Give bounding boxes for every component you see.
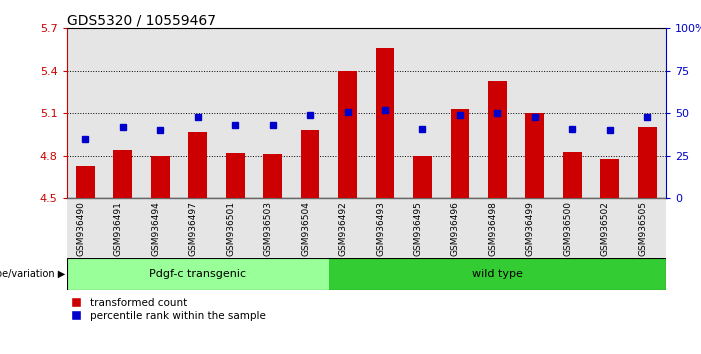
Bar — [179, 28, 217, 198]
Bar — [554, 28, 591, 198]
Text: GSM936494: GSM936494 — [151, 201, 161, 256]
Bar — [366, 28, 404, 198]
Bar — [526, 113, 544, 198]
Text: GSM936505: GSM936505 — [638, 201, 647, 256]
Bar — [301, 130, 320, 198]
Bar — [488, 81, 507, 198]
Text: GSM936499: GSM936499 — [526, 201, 535, 256]
Bar — [451, 109, 469, 198]
Bar — [516, 198, 554, 258]
Bar — [292, 198, 329, 258]
Bar — [76, 166, 95, 198]
Bar — [217, 28, 254, 198]
Text: GSM936498: GSM936498 — [489, 201, 498, 256]
Bar — [67, 258, 329, 290]
Bar — [629, 198, 666, 258]
Bar — [441, 198, 479, 258]
Bar — [189, 132, 207, 198]
Legend: transformed count, percentile rank within the sample: transformed count, percentile rank withi… — [67, 294, 270, 325]
Bar — [563, 152, 582, 198]
Bar — [600, 159, 619, 198]
Bar — [376, 48, 395, 198]
Bar — [67, 28, 104, 198]
Bar — [479, 198, 516, 258]
Bar — [591, 28, 629, 198]
Text: GSM936504: GSM936504 — [301, 201, 310, 256]
Text: GSM936492: GSM936492 — [339, 201, 348, 256]
Text: GSM936501: GSM936501 — [226, 201, 235, 256]
Bar — [67, 198, 104, 258]
Bar — [264, 154, 282, 198]
Bar — [226, 153, 245, 198]
Text: GSM936490: GSM936490 — [76, 201, 86, 256]
Bar — [254, 28, 292, 198]
Bar — [114, 150, 132, 198]
Bar — [179, 198, 217, 258]
Bar — [292, 28, 329, 198]
Text: GSM936502: GSM936502 — [601, 201, 610, 256]
Bar — [329, 28, 366, 198]
Bar — [329, 198, 366, 258]
Text: GSM936491: GSM936491 — [114, 201, 123, 256]
Text: GSM936503: GSM936503 — [264, 201, 273, 256]
Text: genotype/variation ▶: genotype/variation ▶ — [0, 269, 65, 279]
Text: GDS5320 / 10559467: GDS5320 / 10559467 — [67, 13, 216, 27]
Bar — [217, 198, 254, 258]
Bar — [404, 198, 441, 258]
Bar — [329, 258, 666, 290]
Bar — [516, 28, 554, 198]
Text: GSM936496: GSM936496 — [451, 201, 460, 256]
Bar — [254, 198, 292, 258]
Bar — [629, 28, 666, 198]
Bar — [554, 198, 591, 258]
Text: GSM936497: GSM936497 — [189, 201, 198, 256]
Bar — [142, 198, 179, 258]
Bar — [479, 28, 516, 198]
Bar — [104, 28, 142, 198]
Text: Pdgf-c transgenic: Pdgf-c transgenic — [149, 269, 246, 279]
Bar — [366, 198, 404, 258]
Bar — [441, 28, 479, 198]
Text: wild type: wild type — [472, 269, 523, 279]
Bar — [151, 156, 170, 198]
Bar — [142, 28, 179, 198]
Bar — [591, 198, 629, 258]
Bar — [338, 71, 357, 198]
Text: GSM936500: GSM936500 — [564, 201, 572, 256]
Bar — [104, 198, 142, 258]
Bar — [413, 156, 432, 198]
Bar — [638, 127, 657, 198]
Text: GSM936495: GSM936495 — [414, 201, 423, 256]
Text: GSM936493: GSM936493 — [376, 201, 385, 256]
Bar — [404, 28, 441, 198]
